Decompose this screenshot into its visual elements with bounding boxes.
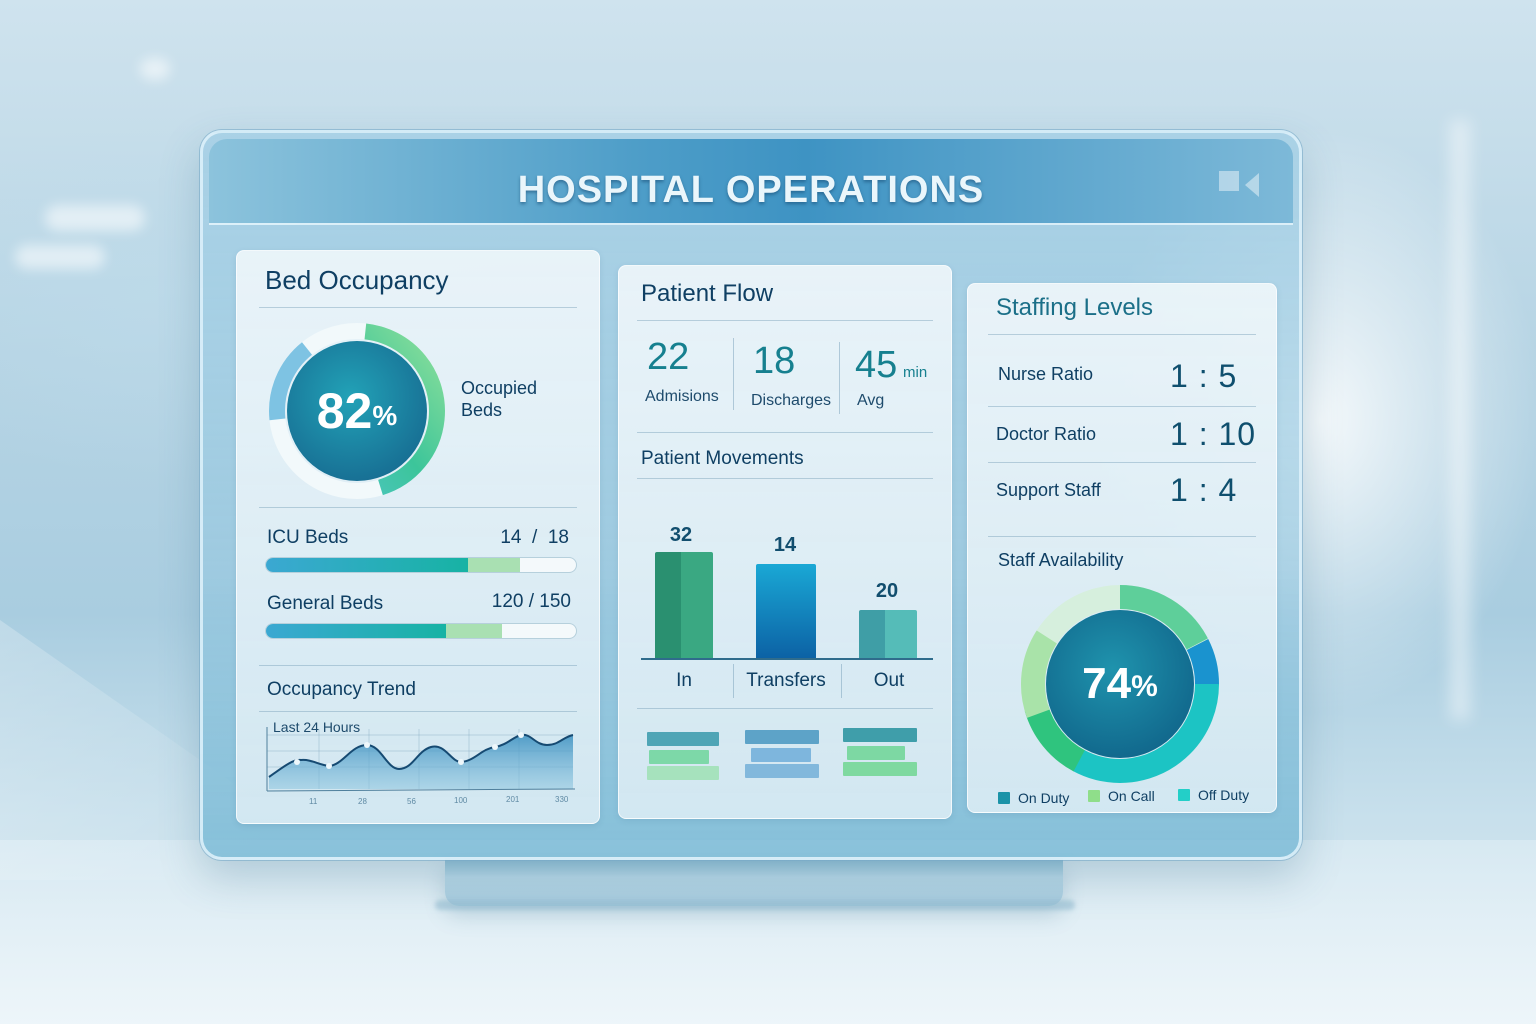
ceiling-light xyxy=(45,205,145,231)
status-chip xyxy=(745,764,819,778)
trend-range-label: Last 24 Hours xyxy=(273,719,361,735)
separator xyxy=(733,338,734,410)
patient-flow-panel: Patient Flow 22 Admisions 18 Discharges … xyxy=(618,265,952,819)
divider xyxy=(988,536,1256,537)
title-bar: HOSPITAL OPERATIONS xyxy=(209,139,1293,225)
bar-value-transfers: 14 xyxy=(773,534,797,556)
general-beds-label: General Beds xyxy=(267,593,384,614)
legend-swatch xyxy=(1088,790,1100,802)
nurse-ratio-value: 1 : 5 xyxy=(1170,358,1238,394)
occupied-beds-label: Occupied Beds xyxy=(461,378,538,420)
occupancy-trend-chart xyxy=(266,727,576,792)
divider xyxy=(988,334,1256,335)
icu-beds-progress xyxy=(265,557,577,573)
avg-wait-unit: min xyxy=(903,364,928,381)
icu-beds-value: 14 / 18 xyxy=(500,527,569,548)
patient-movements-title: Patient Movements xyxy=(641,448,804,469)
divider xyxy=(637,478,933,479)
ceiling-light xyxy=(140,58,170,80)
divider xyxy=(259,507,577,508)
status-chip xyxy=(745,730,819,744)
chart-baseline xyxy=(641,658,933,660)
support-staff-value: 1 : 4 xyxy=(1170,472,1238,508)
bar-in xyxy=(655,552,713,658)
monitor-stand-base xyxy=(435,900,1075,910)
legend-on-call: On Call xyxy=(1088,788,1155,804)
legend-swatch xyxy=(998,792,1010,804)
divider xyxy=(988,406,1256,407)
occupancy-ring xyxy=(269,323,445,499)
x-tick: 100 xyxy=(454,796,468,805)
bar-label-out: Out xyxy=(873,670,905,691)
panel-title: Patient Flow xyxy=(641,280,774,307)
staffing-levels-panel: Staffing Levels Nurse Ratio 1 : 5 Doctor… xyxy=(967,283,1277,813)
status-chip xyxy=(847,746,905,760)
general-beds-value: 120 / 150 xyxy=(491,591,571,612)
collapse-icon[interactable] xyxy=(1219,169,1263,205)
nurse-ratio-label: Nurse Ratio xyxy=(998,364,1094,384)
discharges-label: Discharges xyxy=(751,392,832,409)
dashboard-monitor: HOSPITAL OPERATIONS Bed Occupancy xyxy=(200,130,1302,860)
availability-ring xyxy=(1021,585,1219,783)
legend-on-duty: On Duty xyxy=(998,790,1069,806)
occupancy-trend-title: Occupancy Trend xyxy=(267,679,416,700)
admissions-label: Admisions xyxy=(645,388,719,405)
status-chip xyxy=(647,732,719,746)
x-tick: 56 xyxy=(407,797,416,806)
divider xyxy=(637,320,933,321)
separator xyxy=(839,342,840,414)
support-staff-label: Support Staff xyxy=(996,480,1101,500)
x-tick: 201 xyxy=(506,795,520,804)
x-tick: 28 xyxy=(358,797,367,806)
status-chip xyxy=(751,748,811,762)
x-tick: 330 xyxy=(555,795,569,804)
bar-transfers xyxy=(756,564,816,658)
window-pillar xyxy=(1450,120,1470,720)
status-chip xyxy=(843,728,917,742)
separator xyxy=(841,664,842,698)
divider xyxy=(988,462,1256,463)
occupancy-donut: 82% xyxy=(267,321,447,501)
status-chip xyxy=(649,750,709,764)
bed-occupancy-panel: Bed Occupancy xyxy=(236,250,600,824)
discharges-count: 18 xyxy=(753,340,796,382)
divider xyxy=(637,708,933,709)
avg-wait-value: 45 xyxy=(855,344,898,386)
panel-title: Staffing Levels xyxy=(996,294,1153,321)
doctor-ratio-value: 1 : 10 xyxy=(1170,416,1257,452)
avg-wait-label: Avg xyxy=(857,392,885,409)
divider xyxy=(259,307,577,308)
availability-donut: 74% xyxy=(1020,584,1220,784)
doctor-ratio-label: Doctor Ratio xyxy=(996,424,1097,444)
x-tick: 11 xyxy=(309,797,318,806)
ceiling-light xyxy=(15,245,105,269)
divider xyxy=(259,665,577,666)
separator xyxy=(733,664,734,698)
status-chip xyxy=(647,766,719,780)
admissions-count: 22 xyxy=(647,336,690,378)
bar-label-transfers: Transfers xyxy=(746,670,826,691)
general-beds-progress xyxy=(265,623,577,639)
occupancy-percent: 82% xyxy=(316,383,398,439)
legend-off-duty: Off Duty xyxy=(1178,787,1249,803)
legend-swatch xyxy=(1178,789,1190,801)
status-chip xyxy=(843,762,917,776)
staff-availability-title: Staff Availability xyxy=(998,550,1124,570)
monitor-stand xyxy=(445,858,1063,906)
bar-value-in: 32 xyxy=(669,524,693,546)
divider xyxy=(637,432,933,433)
bar-value-out: 20 xyxy=(875,580,899,602)
dashboard-title: HOSPITAL OPERATIONS xyxy=(517,168,985,211)
bar-out xyxy=(859,610,917,658)
bar-label-in: In xyxy=(676,670,692,691)
divider xyxy=(259,711,577,712)
availability-percent: 74% xyxy=(1082,659,1158,708)
panel-title: Bed Occupancy xyxy=(265,265,449,295)
icu-beds-label: ICU Beds xyxy=(267,527,349,548)
